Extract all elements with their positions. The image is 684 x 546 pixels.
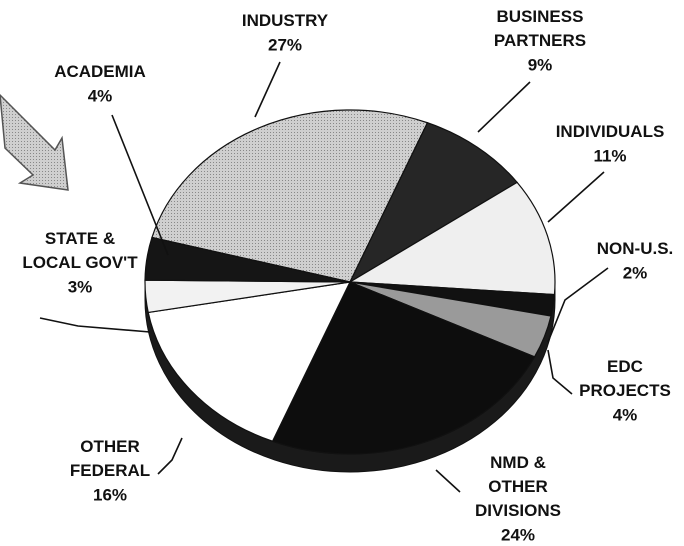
slice-value-label: 24% [501, 525, 535, 544]
slice-value-label: 3% [68, 277, 93, 296]
leader-line [547, 349, 573, 395]
slice-label: OTHER FEDERAL [70, 437, 150, 480]
pie-slice [151, 109, 429, 283]
leader-line [547, 171, 605, 223]
leader-line [254, 61, 281, 118]
slice-label: EDC PROJECTS [579, 357, 671, 400]
slice-label: STATE & LOCAL GOV'T [22, 229, 138, 272]
slice-label: ACADEMIA [54, 62, 146, 81]
slice-value-label: 9% [528, 55, 553, 74]
leader-line [39, 317, 151, 333]
leader-line [435, 469, 461, 493]
slice-value-label: 4% [613, 405, 638, 424]
pie-slice [348, 181, 556, 296]
leader-line [477, 81, 531, 133]
arrow [0, 93, 69, 191]
leader-line [111, 114, 169, 256]
slice-label: NON-U.S. [597, 239, 674, 258]
pie-slice [144, 236, 351, 283]
slice-value-label: 4% [88, 86, 113, 105]
slice-value-label: 16% [93, 485, 127, 504]
slice-label: BUSINESS PARTNERS [494, 7, 586, 50]
pie-slice [147, 281, 352, 442]
slice-value-label: 2% [623, 263, 648, 282]
slice-value-label: 27% [268, 35, 302, 54]
slice-value-label: 11% [593, 146, 626, 165]
pie-slice [348, 122, 519, 284]
leader-line [547, 267, 609, 343]
leader-line [157, 437, 183, 475]
pie [144, 109, 556, 473]
slice-label: INDUSTRY [242, 11, 329, 30]
slice-label: INDIVIDUALS [556, 122, 665, 141]
slice-label: NMD & OTHER DIVISIONS [475, 453, 561, 520]
pie-slice [271, 281, 536, 455]
labels: INDUSTRY 27% BUSINESS PARTNERS 9% INDIVIDUALS… [22, 7, 673, 544]
